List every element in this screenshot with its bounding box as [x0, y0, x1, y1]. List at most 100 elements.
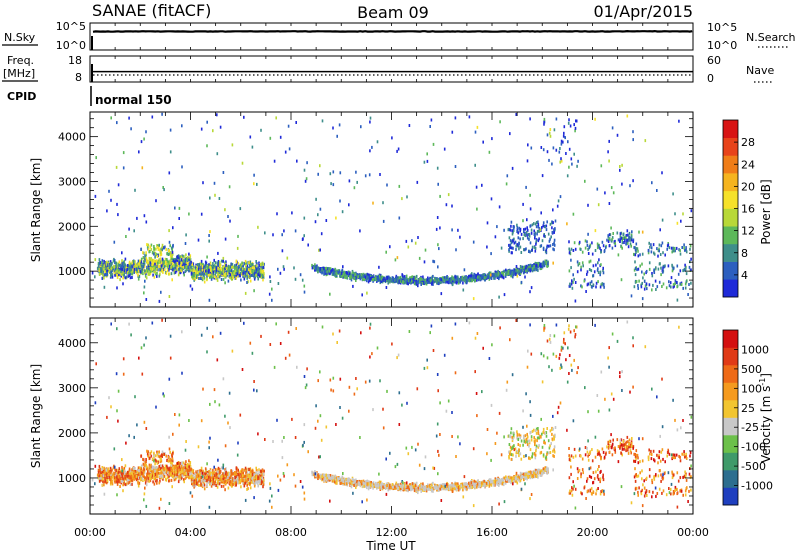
power-cell: [587, 252, 590, 255]
power-cell: [148, 256, 151, 260]
power-cell: [205, 269, 207, 273]
power-cell: [580, 284, 582, 288]
velocity-cell: [160, 459, 163, 463]
power-cell: [434, 276, 436, 280]
power-cell: [204, 265, 207, 269]
power-cell: [570, 282, 573, 286]
power-cell: [466, 276, 469, 280]
velocity-cell: [169, 461, 172, 465]
power-cell: [626, 238, 628, 242]
power-cell: [208, 268, 210, 272]
power-cell: [617, 253, 620, 257]
power-colorbar-swatch: [723, 226, 738, 245]
power-cell: [413, 276, 415, 279]
power-cell: [657, 254, 659, 258]
power-cell: [528, 266, 530, 269]
power-cell: [515, 273, 517, 276]
power-cell: [208, 234, 210, 237]
power-cell: [235, 265, 237, 269]
power-cell: [348, 203, 350, 207]
power-cell: [509, 239, 512, 243]
power-cell: [131, 272, 134, 276]
power-cell: [173, 269, 176, 273]
power-cell: [223, 264, 226, 268]
velocity-cell: [258, 470, 260, 474]
nave-label: Nave: [746, 64, 774, 77]
power-cell: [567, 140, 569, 144]
power-cell: [447, 280, 449, 284]
power-cell: [141, 166, 144, 170]
power-cell: [116, 264, 118, 268]
power-cell: [134, 267, 137, 271]
power-cell: [227, 279, 230, 283]
power-cell: [685, 280, 688, 284]
power-cell: [110, 116, 112, 120]
power-cell: [417, 284, 419, 288]
power-cell: [540, 211, 542, 215]
power-cell: [108, 269, 111, 272]
power-cell: [568, 165, 570, 169]
power-cell: [338, 123, 341, 127]
power-cell: [540, 264, 542, 268]
power-cell: [377, 277, 380, 281]
power-cell: [529, 250, 531, 254]
power-cell: [128, 272, 130, 276]
power-cell: [389, 245, 391, 249]
power-cell: [543, 122, 545, 126]
velocity-cell: [254, 471, 257, 475]
power-cell: [191, 263, 194, 266]
power-cell: [517, 236, 520, 240]
power-cell: [215, 270, 217, 274]
power-cell: [257, 277, 259, 281]
power-cell: [178, 206, 181, 210]
power-cell: [199, 276, 202, 280]
power-cell: [314, 263, 316, 267]
power-cell: [476, 125, 479, 129]
power-cell: [219, 125, 222, 129]
power-cell: [240, 278, 242, 282]
power-cell: [248, 268, 250, 272]
power-cell: [552, 243, 554, 246]
power-colorbar-tick-label: 12: [741, 225, 755, 238]
power-cell: [658, 243, 661, 247]
velocity-cell: [197, 483, 199, 486]
power-cell: [194, 275, 196, 279]
power-cell: [634, 246, 636, 250]
power-cell: [610, 186, 613, 190]
power-cell: [531, 223, 534, 227]
power-cell: [491, 274, 494, 277]
power-cell: [127, 264, 129, 267]
power-cell: [529, 241, 532, 245]
power-cell: [122, 282, 124, 286]
power-cell: [157, 268, 159, 272]
power-cell: [143, 257, 146, 261]
power-cell: [379, 278, 381, 282]
power-cell: [543, 120, 545, 124]
nsky-tick-top: 10^5: [56, 20, 86, 33]
power-cell: [106, 269, 108, 273]
power-cell: [509, 246, 511, 250]
power-cell: [200, 212, 203, 216]
power-cell: [590, 280, 593, 284]
power-cell: [193, 274, 196, 278]
power-cell: [443, 276, 445, 280]
power-cell: [573, 123, 575, 127]
power-cell: [348, 274, 350, 277]
power-cell: [641, 297, 644, 301]
power-cell: [456, 277, 458, 281]
power-cell: [401, 197, 403, 201]
power-cell: [676, 285, 678, 289]
power-cell: [428, 280, 431, 284]
power-cell: [163, 188, 165, 192]
power-cell: [91, 271, 94, 275]
power-cell: [570, 157, 573, 161]
power-cell: [314, 265, 317, 269]
velocity-cell: [156, 471, 158, 475]
power-cell: [508, 248, 510, 252]
power-cell: [576, 270, 579, 274]
power-cell: [535, 225, 538, 229]
power-colorbar-swatch: [723, 208, 738, 227]
power-cell: [162, 261, 165, 265]
power-cell: [255, 260, 257, 263]
power-cell: [497, 271, 500, 275]
